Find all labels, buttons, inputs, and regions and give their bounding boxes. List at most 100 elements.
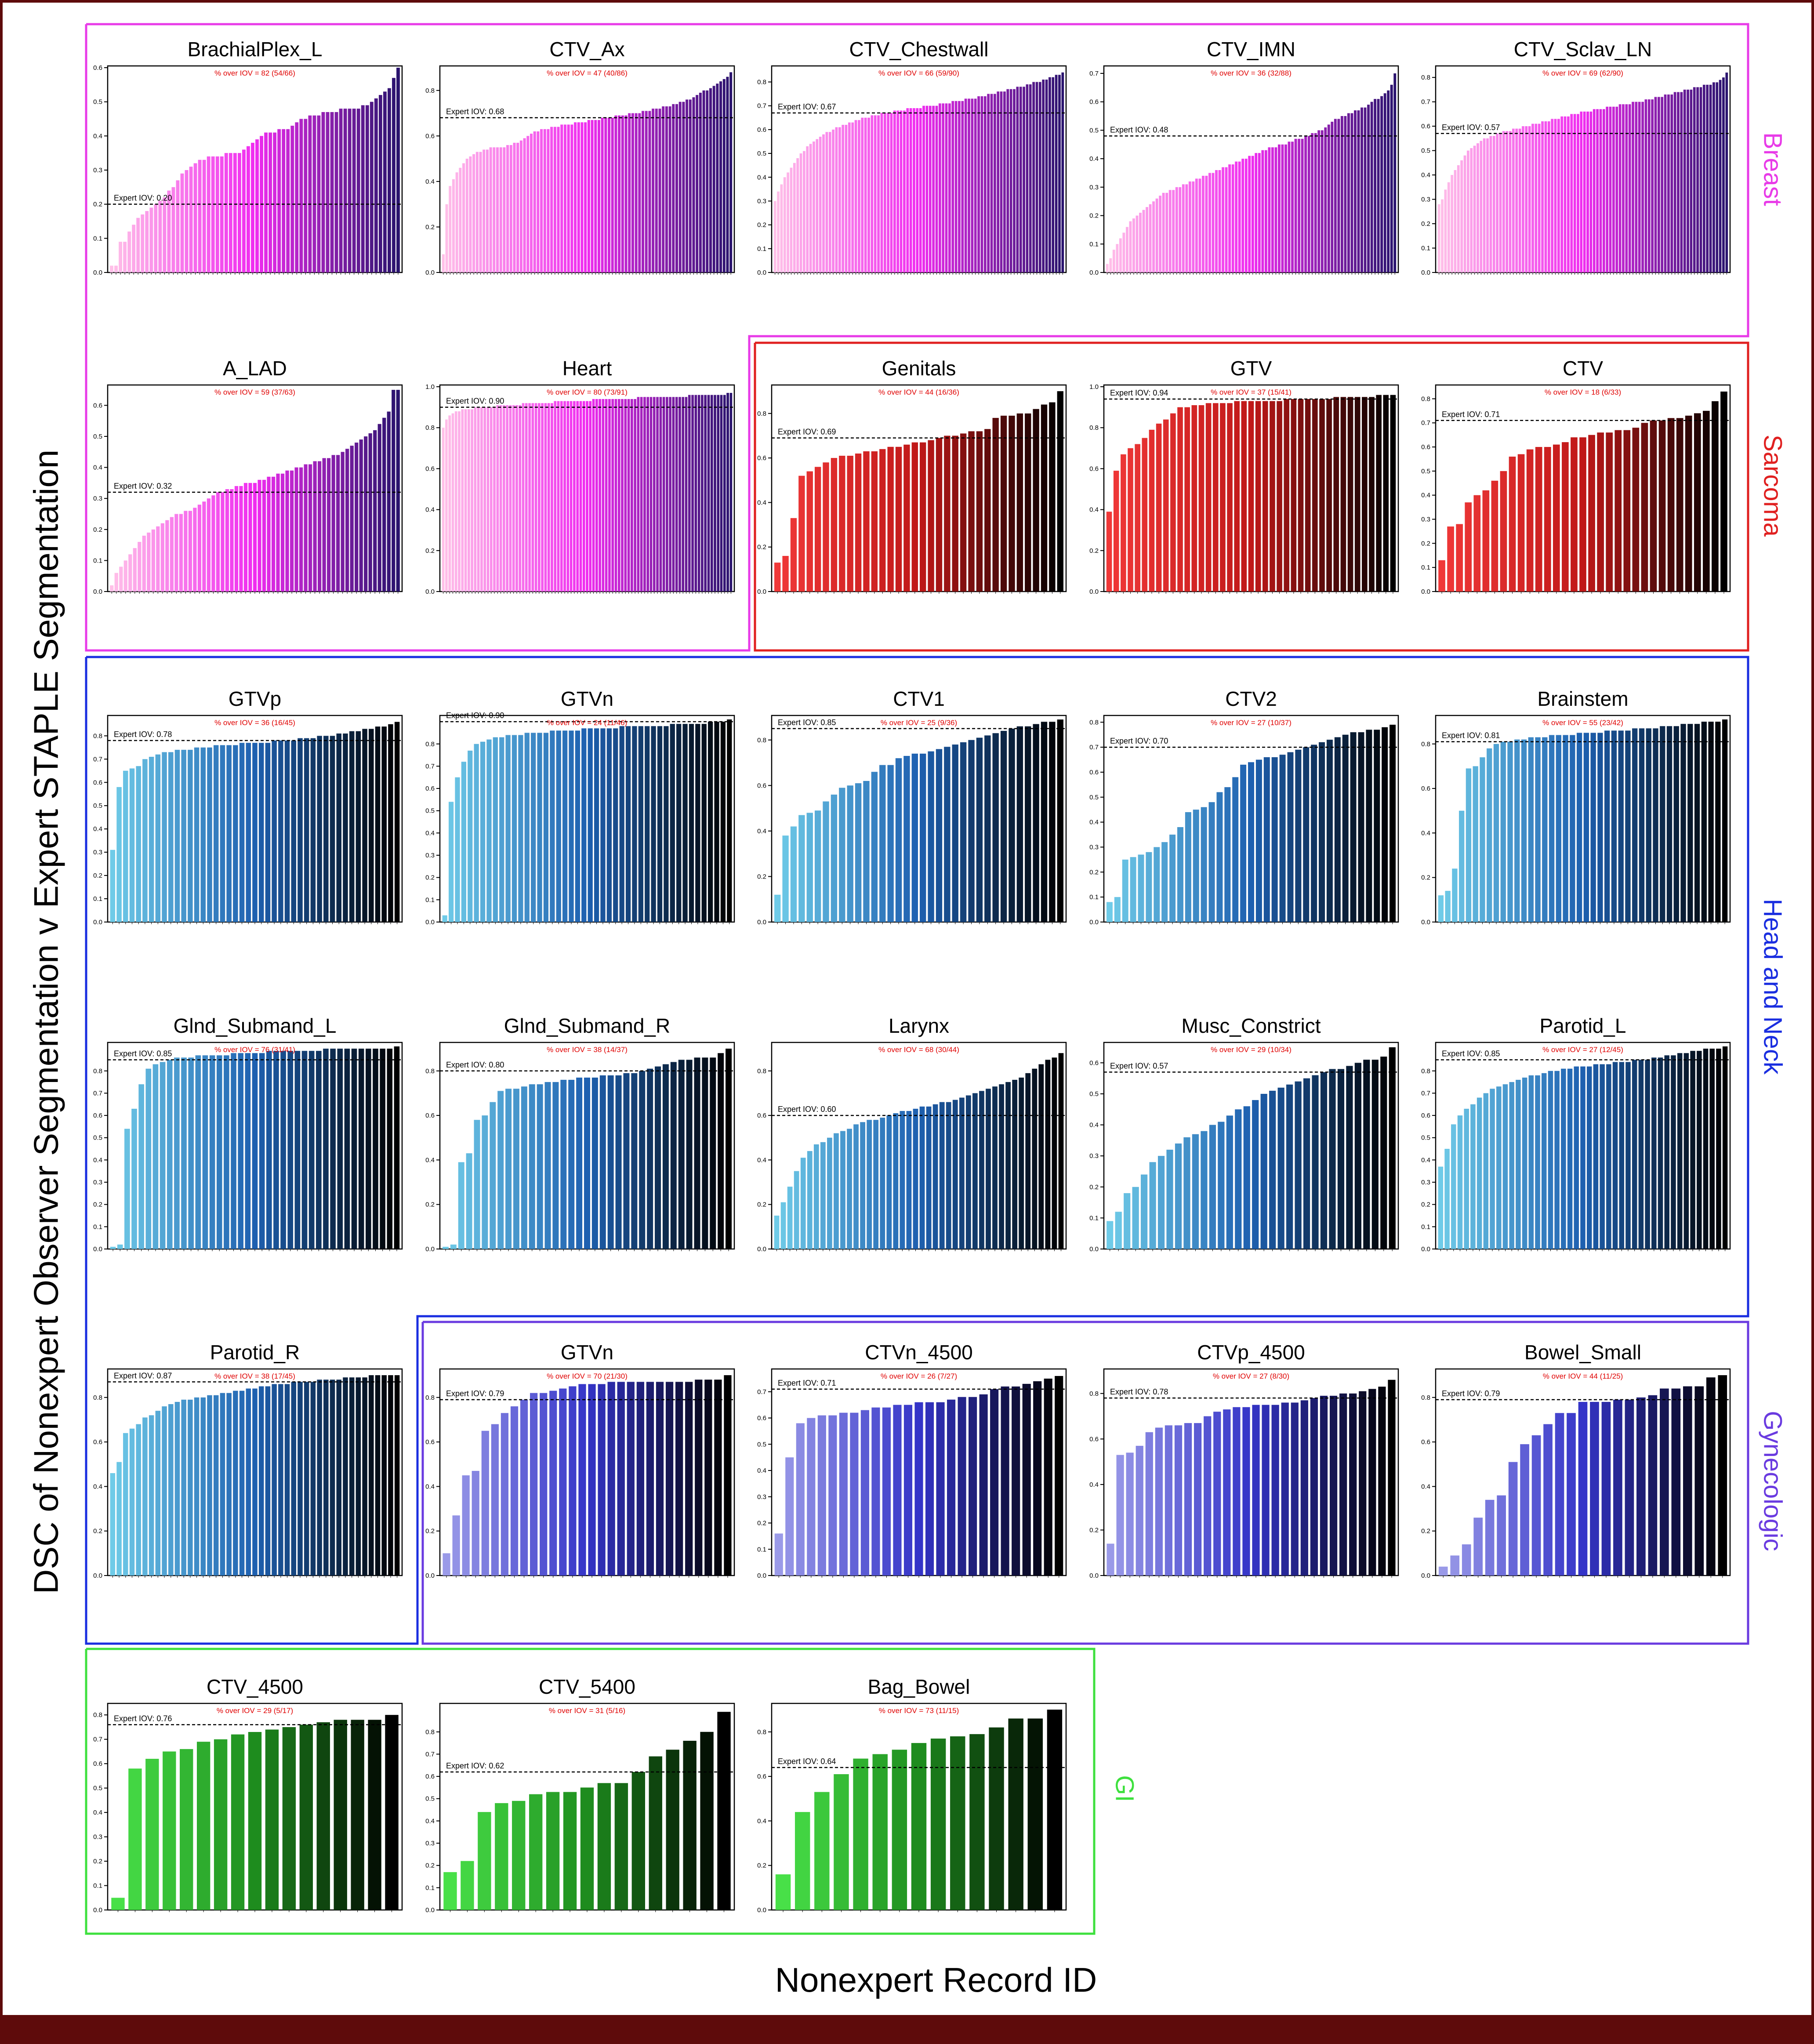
bar xyxy=(1000,91,1003,273)
bar xyxy=(1334,119,1337,272)
chart-title: Glnd_Submand_R xyxy=(504,1014,670,1037)
bar xyxy=(123,560,127,592)
bar xyxy=(1329,1395,1338,1576)
bar xyxy=(649,397,653,592)
bar xyxy=(248,1732,262,1910)
bar xyxy=(712,86,715,272)
bar xyxy=(282,129,286,272)
bar xyxy=(322,458,326,592)
bar xyxy=(330,112,334,272)
bar xyxy=(493,147,496,272)
bar xyxy=(611,399,614,592)
bar xyxy=(188,750,193,922)
bar xyxy=(1262,401,1268,592)
bar xyxy=(1521,739,1527,922)
bar xyxy=(1022,1383,1031,1576)
bar xyxy=(1486,138,1489,272)
bar xyxy=(1161,842,1168,922)
bar xyxy=(1058,75,1061,273)
bar xyxy=(480,741,486,922)
bar xyxy=(1549,735,1555,922)
bar xyxy=(919,108,922,272)
bar xyxy=(299,1725,313,1910)
bar xyxy=(174,514,178,592)
y-tick-label: 0.0 xyxy=(1089,1245,1099,1253)
bar xyxy=(1114,897,1121,922)
bar xyxy=(1463,155,1466,272)
bar xyxy=(1464,1108,1469,1249)
bar xyxy=(936,438,943,592)
bar xyxy=(1683,89,1686,272)
bar xyxy=(136,1424,141,1576)
bar xyxy=(1350,113,1353,272)
bar xyxy=(1497,1495,1506,1576)
bar xyxy=(450,1244,457,1249)
bar xyxy=(1184,407,1190,592)
over-iov-label: % over IOV = 26 (7/27) xyxy=(881,1372,957,1380)
chart-title: CTV_Chestwall xyxy=(849,38,989,61)
bar xyxy=(1623,430,1631,592)
bar xyxy=(506,145,509,272)
bar xyxy=(1618,104,1622,272)
y-tick-label: 0.6 xyxy=(93,64,102,72)
bar xyxy=(1032,82,1035,272)
bar xyxy=(373,430,377,592)
y-tick-label: 0.1 xyxy=(1421,564,1430,571)
y-tick-label: 0.0 xyxy=(93,269,102,276)
bar xyxy=(914,1402,923,1576)
y-tick-label: 0.0 xyxy=(425,919,435,926)
bar xyxy=(880,1118,885,1249)
bar xyxy=(1451,175,1453,272)
y-tick-label: 0.3 xyxy=(1089,184,1099,191)
bar xyxy=(1248,156,1251,272)
bar xyxy=(798,815,805,922)
bar xyxy=(1578,1401,1588,1576)
bar xyxy=(895,758,902,922)
bar xyxy=(855,453,862,592)
bar xyxy=(1459,810,1465,922)
bar xyxy=(1241,401,1247,592)
bar xyxy=(181,750,186,922)
y-tick-label: 0.5 xyxy=(1421,1134,1430,1142)
bar xyxy=(573,401,576,592)
bar xyxy=(1374,99,1377,272)
bar xyxy=(816,139,819,272)
y-tick-label: 0.8 xyxy=(1421,741,1430,748)
bar xyxy=(387,1049,393,1249)
bar xyxy=(607,1382,615,1576)
bar xyxy=(1165,1425,1173,1576)
bar xyxy=(847,1129,852,1249)
bar xyxy=(976,431,983,592)
bar xyxy=(1611,730,1617,922)
bar xyxy=(133,548,137,592)
bar xyxy=(373,1049,378,1249)
bar xyxy=(174,1401,180,1576)
bar xyxy=(1314,133,1317,272)
bar xyxy=(1477,143,1479,272)
bar xyxy=(562,730,568,922)
bar xyxy=(1174,1425,1183,1576)
bar xyxy=(696,95,699,272)
bar xyxy=(637,397,640,592)
bar xyxy=(317,115,321,272)
group-label: Sarcoma xyxy=(1759,435,1787,537)
bar xyxy=(1457,1115,1463,1249)
bar xyxy=(631,1073,638,1249)
bar xyxy=(537,733,542,922)
bar xyxy=(799,153,802,272)
bar xyxy=(932,105,935,272)
bar xyxy=(519,405,522,592)
bar xyxy=(796,158,799,272)
bar xyxy=(1042,80,1045,272)
bar xyxy=(1149,204,1152,272)
bar xyxy=(1304,136,1307,272)
bar xyxy=(499,737,504,922)
bar xyxy=(1041,722,1048,922)
bar xyxy=(316,1722,330,1910)
over-iov-label: % over IOV = 80 (73/91) xyxy=(547,388,628,396)
bar xyxy=(247,146,250,272)
bar xyxy=(702,90,705,272)
plot-area xyxy=(439,65,735,273)
bar xyxy=(913,108,915,272)
